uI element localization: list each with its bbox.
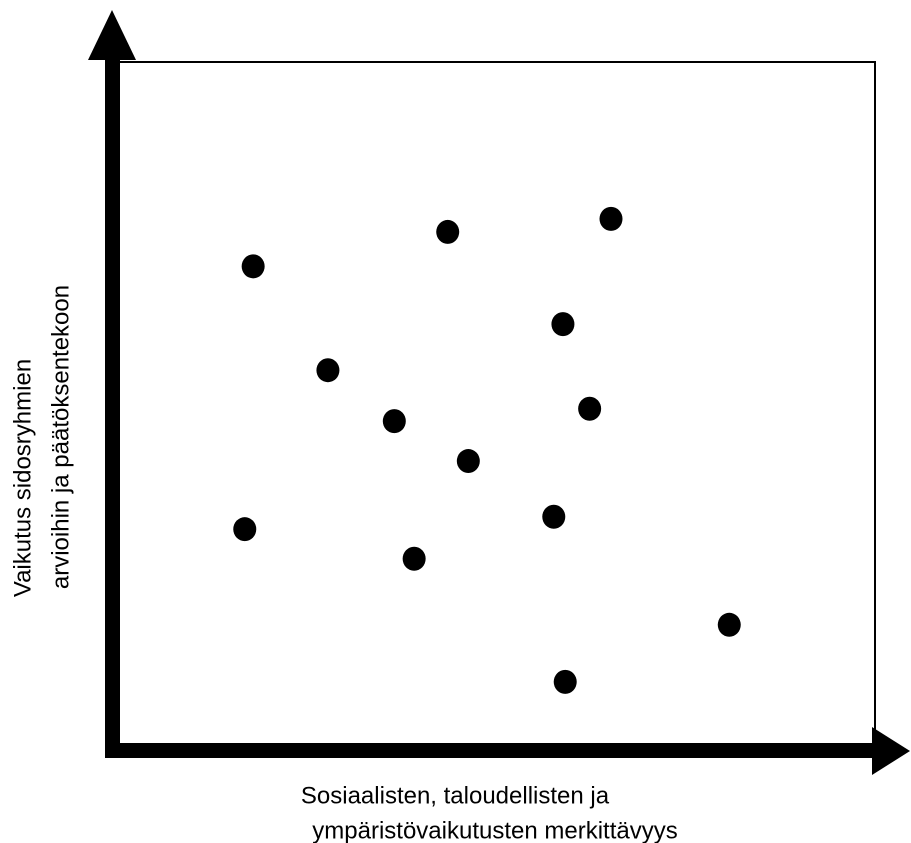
y-axis-arrow: [88, 10, 136, 60]
point: [553, 669, 577, 694]
x-axis: [105, 743, 880, 758]
point: [599, 206, 623, 231]
x-axis-label: Sosiaalisten, taloudellisten ja: [301, 782, 610, 809]
point: [241, 254, 265, 279]
x-axis-arrow: [872, 727, 910, 775]
y-axis: [105, 36, 120, 757]
point: [316, 358, 340, 383]
point: [456, 449, 480, 474]
y-axis-label: arvioihin ja päätöksentekoon: [47, 285, 74, 589]
point: [436, 219, 460, 244]
x-axis-label: ympäristövaikutusten merkittävyys: [312, 817, 677, 843]
y-axis-label: Vaikutus sidosryhmien: [9, 359, 36, 597]
plot-frame: [111, 61, 876, 751]
point: [717, 612, 741, 637]
point: [551, 312, 575, 337]
point: [542, 504, 566, 529]
point: [233, 517, 257, 542]
point: [382, 409, 406, 434]
point: [578, 396, 602, 421]
point: [402, 546, 426, 571]
